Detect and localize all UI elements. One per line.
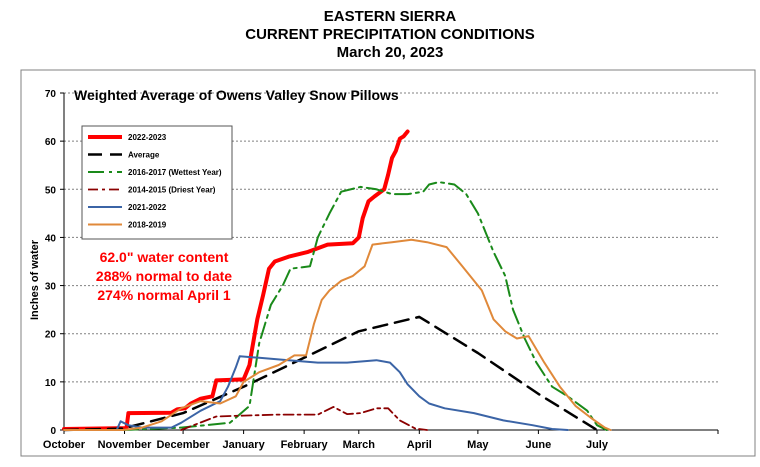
legend-label: 2021-2022 [128,203,167,212]
x-tick-label: July [586,439,609,451]
water-content-annotation: 62.0" water content 288% normal to date … [64,248,264,305]
y-tick-label: 0 [50,426,56,437]
chart-title: Weighted Average of Owens Valley Snow Pi… [74,87,399,103]
series-group [62,129,612,432]
legend-label: 2022-2023 [128,133,167,142]
axes: 0 10 20 30 40 50 60 70 October November December Ja… [43,89,719,451]
legend-box [81,125,233,240]
x-tick-label: February [281,439,329,451]
y-tick-label: 10 [45,378,57,389]
x-tick-label: November [98,439,153,451]
y-tick-label: 30 [45,282,57,293]
legend-label: Average [128,151,160,160]
y-axis-label: Inches of water [29,239,41,320]
y-tick-label: 50 [45,185,57,196]
x-tick-label: October [43,439,86,451]
x-tick-label: December [156,439,210,451]
x-tick-label: June [526,439,552,451]
series-line-3 [180,406,428,431]
series-line-1 [62,315,599,432]
x-tick-label: March [343,439,376,451]
header-line-1: EASTERN SIERRA [323,8,457,25]
series-line-4 [63,355,569,431]
y-tick-label: 40 [45,233,57,244]
x-tick-label: January [223,439,266,451]
series-line-5 [63,238,612,431]
legend-label: 2018-2019 [128,221,167,230]
legend: 2022-2023 Average 2016-2017 (Wettest Year)… [81,125,233,240]
plot-area-border [20,69,756,457]
x-tick-label: April [407,439,432,451]
legend-label: 2014-2015 (Driest Year) [128,186,216,195]
annotation-line-3: 274% normal April 1 [97,287,231,303]
x-tick-label: May [467,439,489,451]
y-tick-label: 20 [45,330,57,341]
annotation-line-1: 62.0" water content [99,249,229,265]
annotation-line-2: 288% normal to date [95,268,233,284]
y-tick-label: 70 [45,89,57,100]
chart-header: EASTERN SIERRA CURRENT PRECIPITATION CON… [0,8,760,62]
y-tick-label: 60 [45,137,57,148]
legend-label: 2016-2017 (Wettest Year) [128,168,222,177]
header-line-2: CURRENT PRECIPITATION CONDITIONS [245,26,535,43]
header-line-3: March 20, 2023 [336,44,444,61]
series-line-2 [63,181,608,431]
